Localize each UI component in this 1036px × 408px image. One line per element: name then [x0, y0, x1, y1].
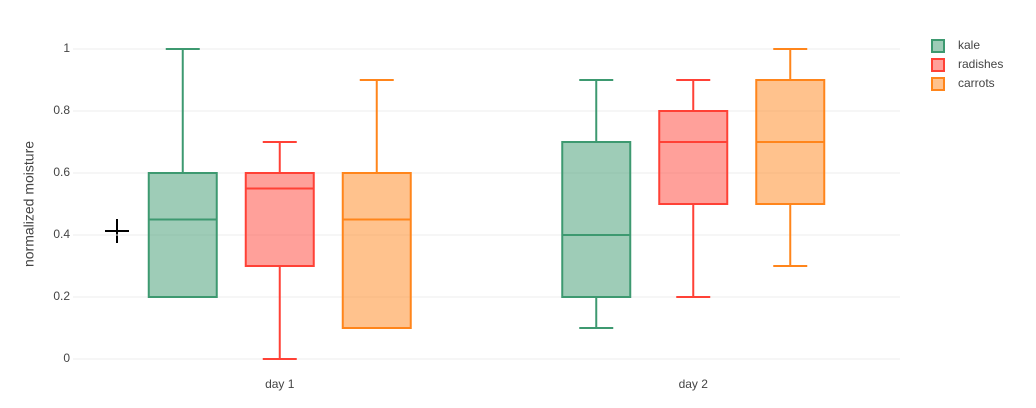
legend-label: carrots: [958, 76, 995, 90]
legend-swatch: [931, 58, 945, 72]
y-tick-label: 0.2: [53, 289, 70, 303]
box: [658, 110, 729, 205]
box: [244, 172, 315, 267]
y-tick-label: 0.4: [53, 227, 70, 241]
box: [147, 172, 218, 298]
legend-label: radishes: [958, 57, 1003, 71]
cursor: [105, 219, 129, 243]
legend-swatch: [931, 77, 945, 91]
y-tick-label: 1: [63, 41, 70, 55]
legend-swatch: [931, 39, 945, 53]
y-tick-label: 0.8: [53, 103, 70, 117]
x-tick-label: day 1: [265, 377, 295, 391]
y-tick-label: 0: [63, 351, 70, 365]
legend-label: kale: [958, 38, 980, 52]
y-tick-label: 0.6: [53, 165, 70, 179]
box: [561, 141, 632, 298]
y-axis-label: normalized moisture: [21, 141, 37, 267]
x-tick-label: day 2: [679, 377, 709, 391]
box: [341, 172, 412, 329]
